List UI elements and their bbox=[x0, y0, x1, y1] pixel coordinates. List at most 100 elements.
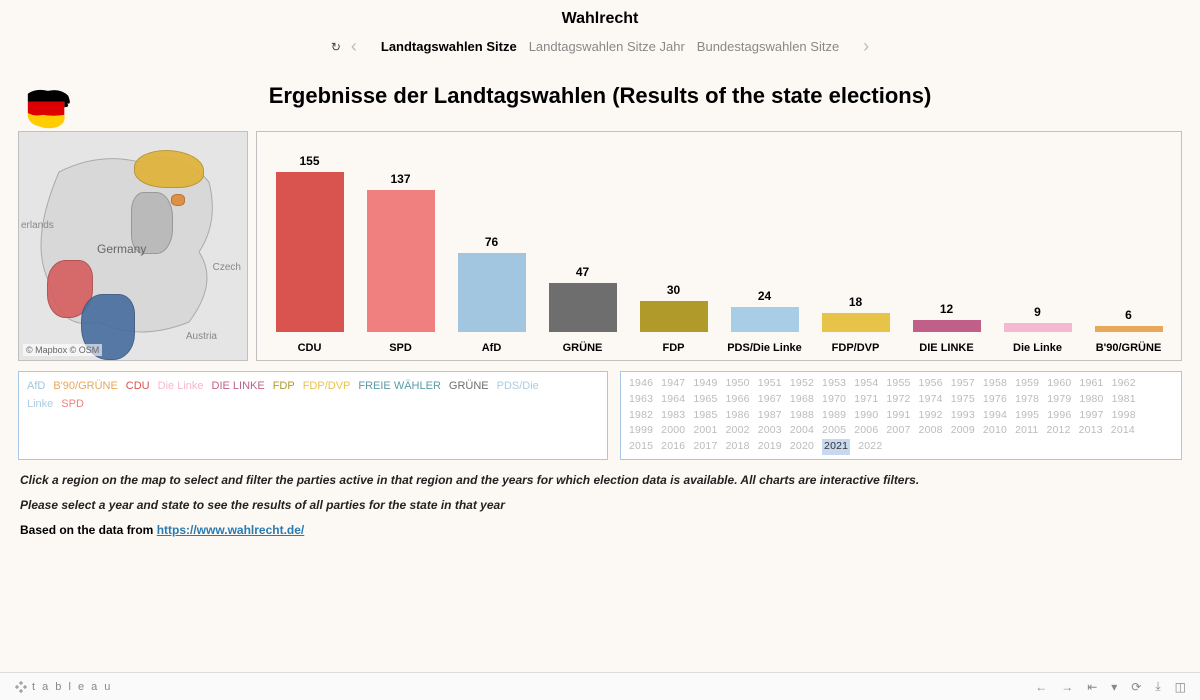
year-item[interactable]: 2019 bbox=[758, 439, 782, 455]
year-item[interactable]: 1950 bbox=[726, 376, 750, 392]
year-item[interactable]: 1993 bbox=[951, 408, 975, 424]
year-item[interactable]: 1951 bbox=[758, 376, 782, 392]
year-item[interactable]: 1967 bbox=[758, 392, 782, 408]
year-item[interactable]: 1992 bbox=[919, 408, 943, 424]
year-item[interactable]: 1971 bbox=[854, 392, 878, 408]
bar-b-90-gr-ne[interactable]: 6 bbox=[1086, 138, 1171, 332]
year-item[interactable]: 1998 bbox=[1112, 408, 1136, 424]
year-item[interactable]: 1994 bbox=[983, 408, 1007, 424]
party-legend-item[interactable]: SPD bbox=[61, 398, 84, 410]
party-legend-filter[interactable]: AfD B'90/GRÜNE CDU Die Linke DIE LINKE FDP FDP… bbox=[18, 371, 608, 460]
year-item[interactable]: 1952 bbox=[790, 376, 814, 392]
year-item[interactable]: 2013 bbox=[1079, 423, 1103, 439]
year-item[interactable]: 1979 bbox=[1047, 392, 1071, 408]
year-item[interactable]: 1972 bbox=[886, 392, 910, 408]
year-item[interactable]: 1962 bbox=[1112, 376, 1136, 392]
bar-spd[interactable]: 137 bbox=[358, 138, 443, 332]
year-item[interactable]: 1958 bbox=[983, 376, 1007, 392]
year-item[interactable]: 1990 bbox=[854, 408, 878, 424]
year-item[interactable]: 1978 bbox=[1015, 392, 1039, 408]
bar-die-linke[interactable]: 12 bbox=[904, 138, 989, 332]
year-item[interactable]: 1970 bbox=[822, 392, 846, 408]
reset-icon[interactable]: ⇤ bbox=[1087, 680, 1097, 694]
map-panel[interactable]: Germany erlands Czech Austria © Mapbox ©… bbox=[18, 131, 248, 361]
year-item[interactable]: 1959 bbox=[1015, 376, 1039, 392]
year-item[interactable]: 2007 bbox=[886, 423, 910, 439]
year-item[interactable]: 2012 bbox=[1046, 423, 1070, 439]
year-item[interactable]: 2011 bbox=[1015, 423, 1038, 439]
bar-die-linke[interactable]: 9 bbox=[995, 138, 1080, 332]
year-item[interactable]: 2014 bbox=[1111, 423, 1135, 439]
year-item[interactable]: 1985 bbox=[693, 408, 717, 424]
year-item[interactable]: 2003 bbox=[758, 423, 782, 439]
undo-icon[interactable]: ← bbox=[1035, 680, 1047, 694]
year-item[interactable]: 1964 bbox=[661, 392, 685, 408]
year-item[interactable]: 1947 bbox=[661, 376, 685, 392]
party-legend-item[interactable]: FDP/DVP bbox=[303, 380, 351, 392]
dropdown-icon[interactable]: ▾ bbox=[1111, 680, 1117, 694]
tab-prev-arrow[interactable]: ‹ bbox=[351, 36, 357, 57]
source-link[interactable]: https://www.wahlrecht.de/ bbox=[157, 523, 305, 537]
year-item[interactable]: 2004 bbox=[790, 423, 814, 439]
year-item[interactable]: 1997 bbox=[1079, 408, 1103, 424]
redo-icon[interactable]: → bbox=[1061, 680, 1073, 694]
year-item[interactable]: 2002 bbox=[726, 423, 750, 439]
year-item[interactable]: 1960 bbox=[1047, 376, 1071, 392]
year-item[interactable]: 2021 bbox=[822, 439, 850, 455]
year-item[interactable]: 1999 bbox=[629, 423, 653, 439]
bar-fdp[interactable]: 30 bbox=[631, 138, 716, 332]
party-legend-item[interactable]: FREIE WÄHLER bbox=[358, 380, 441, 392]
year-item[interactable]: 2009 bbox=[951, 423, 975, 439]
year-item[interactable]: 2017 bbox=[693, 439, 717, 455]
year-item[interactable]: 2001 bbox=[693, 423, 717, 439]
year-item[interactable]: 1956 bbox=[919, 376, 943, 392]
party-legend-item[interactable]: AfD bbox=[27, 380, 45, 392]
year-item[interactable]: 2022 bbox=[858, 439, 882, 455]
tableau-logo[interactable]: t a b l e a u bbox=[14, 680, 112, 694]
year-item[interactable]: 2016 bbox=[661, 439, 685, 455]
year-item[interactable]: 1981 bbox=[1112, 392, 1136, 408]
year-item[interactable]: 1966 bbox=[726, 392, 750, 408]
year-item[interactable]: 1986 bbox=[726, 408, 750, 424]
year-item[interactable]: 2005 bbox=[822, 423, 846, 439]
download-icon[interactable]: ◫ bbox=[1175, 680, 1186, 694]
year-item[interactable]: 1953 bbox=[822, 376, 846, 392]
year-item[interactable]: 2000 bbox=[661, 423, 685, 439]
year-item[interactable]: 1982 bbox=[629, 408, 653, 424]
year-item[interactable]: 1996 bbox=[1047, 408, 1071, 424]
bar-pds-die-linke[interactable]: 24 bbox=[722, 138, 807, 332]
party-legend-item[interactable]: B'90/GRÜNE bbox=[53, 380, 117, 392]
year-item[interactable]: 1991 bbox=[886, 408, 910, 424]
bar-afd[interactable]: 76 bbox=[449, 138, 534, 332]
bar-cdu[interactable]: 155 bbox=[267, 138, 352, 332]
party-legend-item[interactable]: DIE LINKE bbox=[212, 380, 265, 392]
year-item[interactable]: 1965 bbox=[693, 392, 717, 408]
bar-gr-ne[interactable]: 47 bbox=[540, 138, 625, 332]
party-legend-item[interactable]: FDP bbox=[273, 380, 295, 392]
year-item[interactable]: 1983 bbox=[661, 408, 685, 424]
year-item[interactable]: 1963 bbox=[629, 392, 653, 408]
party-legend-item[interactable]: CDU bbox=[126, 380, 150, 392]
map-region-mecklenburg[interactable] bbox=[134, 150, 204, 188]
year-item[interactable]: 1995 bbox=[1015, 408, 1039, 424]
year-item[interactable]: 1989 bbox=[822, 408, 846, 424]
year-item[interactable]: 1949 bbox=[693, 376, 717, 392]
tab-item[interactable]: Landtagswahlen Sitze bbox=[375, 37, 523, 56]
bar-chart-panel[interactable]: 15513776473024181296 CDUSPDAfDGRÜNEFDPPD… bbox=[256, 131, 1182, 361]
year-item[interactable]: 1957 bbox=[951, 376, 975, 392]
year-item[interactable]: 1968 bbox=[790, 392, 814, 408]
bar-fdp-dvp[interactable]: 18 bbox=[813, 138, 898, 332]
year-item[interactable]: 1987 bbox=[758, 408, 782, 424]
share-icon[interactable]: ⤓ bbox=[1155, 679, 1160, 694]
year-item[interactable]: 1955 bbox=[886, 376, 910, 392]
party-legend-item[interactable]: Die Linke bbox=[158, 380, 204, 392]
year-item[interactable]: 1988 bbox=[790, 408, 814, 424]
year-item[interactable]: 2006 bbox=[854, 423, 878, 439]
year-item[interactable]: 2010 bbox=[983, 423, 1007, 439]
year-item[interactable]: 1976 bbox=[983, 392, 1007, 408]
year-item[interactable]: 1980 bbox=[1079, 392, 1103, 408]
tab-item[interactable]: Landtagswahlen Sitze Jahr bbox=[523, 37, 691, 56]
tab-item[interactable]: Bundestagswahlen Sitze bbox=[691, 37, 845, 56]
year-item[interactable]: 1975 bbox=[951, 392, 975, 408]
year-item[interactable]: 2018 bbox=[726, 439, 750, 455]
